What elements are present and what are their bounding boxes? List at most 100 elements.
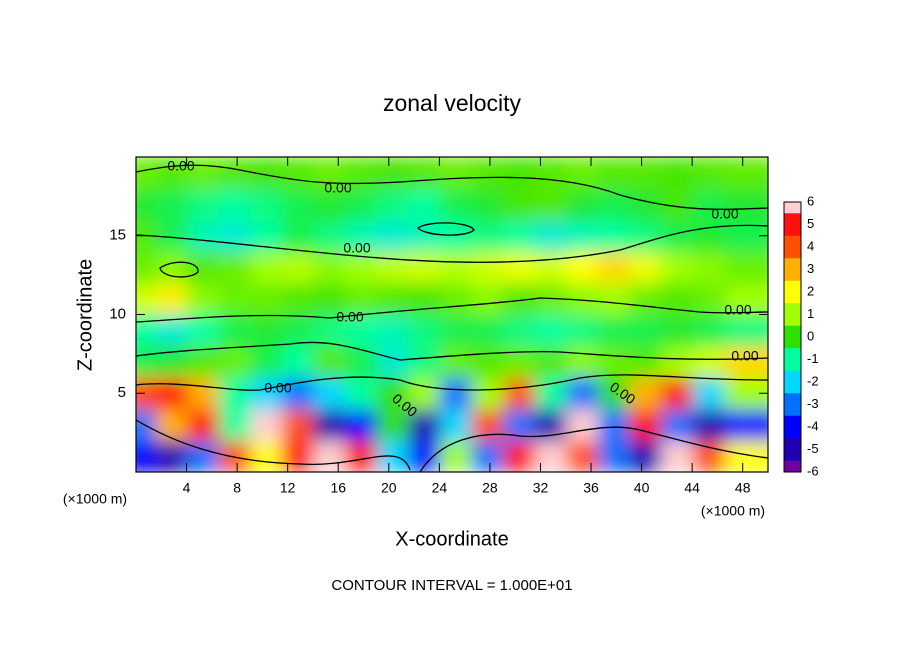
cell	[282, 188, 315, 221]
cell	[218, 408, 251, 441]
x-tick-label: 20	[381, 480, 397, 496]
colorbar-label: 2	[807, 283, 814, 298]
cell	[692, 314, 725, 347]
cell	[692, 282, 725, 315]
cell	[345, 314, 378, 347]
cell	[440, 377, 473, 410]
cell	[629, 345, 662, 378]
cell	[534, 188, 567, 221]
cell	[471, 219, 504, 252]
cell	[187, 440, 220, 472]
cell	[313, 345, 346, 378]
cell	[598, 345, 631, 378]
cell	[534, 345, 567, 378]
cell	[376, 251, 409, 284]
x-tick-label: 4	[183, 480, 191, 496]
cell	[692, 251, 725, 284]
cell	[218, 377, 251, 410]
cell	[598, 251, 631, 284]
cell	[471, 440, 504, 472]
x-tick-label: 16	[330, 480, 346, 496]
cell	[661, 377, 694, 410]
colorbar-swatch	[784, 438, 801, 462]
contour-label: 0.00	[167, 158, 194, 174]
colorbar-label: -3	[807, 396, 819, 411]
cell	[250, 251, 283, 284]
cell	[376, 408, 409, 441]
cell	[440, 157, 473, 189]
cell	[218, 440, 251, 472]
cell	[566, 188, 599, 221]
cell	[282, 251, 315, 284]
cell	[155, 188, 188, 221]
cell	[724, 157, 768, 189]
colorbar-label: -5	[807, 441, 819, 456]
cell	[566, 157, 599, 189]
cell	[534, 219, 567, 252]
cell	[534, 157, 567, 189]
colorbar-label: 5	[807, 216, 814, 231]
cell	[155, 219, 188, 252]
cell	[282, 282, 315, 315]
cell	[661, 157, 694, 189]
cell	[440, 282, 473, 315]
x-tick-label: 12	[280, 480, 296, 496]
cell	[155, 345, 188, 378]
contour-line	[417, 222, 475, 236]
cell	[629, 188, 662, 221]
contour-line	[136, 419, 411, 471]
x-tick-label: 8	[233, 480, 241, 496]
cell	[692, 345, 725, 378]
cell	[345, 345, 378, 378]
cell	[376, 314, 409, 347]
cell	[250, 408, 283, 441]
cell	[598, 314, 631, 347]
cell	[598, 157, 631, 189]
colorbar-label: -1	[807, 351, 819, 366]
cell	[598, 440, 631, 472]
cell	[503, 188, 536, 221]
cell	[503, 314, 536, 347]
cell	[661, 440, 694, 472]
cell	[218, 251, 251, 284]
colorbar-swatch	[784, 235, 801, 259]
colorbar-swatch	[784, 325, 801, 349]
cells	[136, 157, 768, 472]
cell	[598, 219, 631, 252]
cell	[345, 377, 378, 410]
cell	[250, 345, 283, 378]
cell	[376, 157, 409, 189]
cell	[187, 219, 220, 252]
cell	[661, 188, 694, 221]
cell	[250, 377, 283, 410]
y-tick-label: 15	[109, 227, 126, 244]
x-tick-label: 48	[735, 480, 751, 496]
cell	[724, 345, 768, 378]
cell	[345, 408, 378, 441]
cell	[187, 188, 220, 221]
contour-line	[136, 374, 768, 391]
x-unit-label: (×1000 m)	[701, 503, 765, 519]
cell	[471, 345, 504, 378]
cell	[471, 282, 504, 315]
cell	[218, 345, 251, 378]
cell	[566, 314, 599, 347]
cell	[692, 408, 725, 441]
cell	[440, 188, 473, 221]
cell	[282, 314, 315, 347]
x-tick-label: 32	[533, 480, 549, 496]
cell	[440, 251, 473, 284]
cell	[250, 440, 283, 472]
cell	[218, 188, 251, 221]
contour-line	[419, 426, 768, 472]
cell	[376, 188, 409, 221]
cell	[724, 219, 768, 252]
cell	[187, 314, 220, 347]
colorbar-swatch	[784, 258, 801, 282]
cell	[187, 251, 220, 284]
cell	[345, 440, 378, 472]
cell	[471, 188, 504, 221]
cell	[534, 440, 567, 472]
x-unit-label: (×1000 m)	[63, 491, 127, 507]
cell	[566, 440, 599, 472]
